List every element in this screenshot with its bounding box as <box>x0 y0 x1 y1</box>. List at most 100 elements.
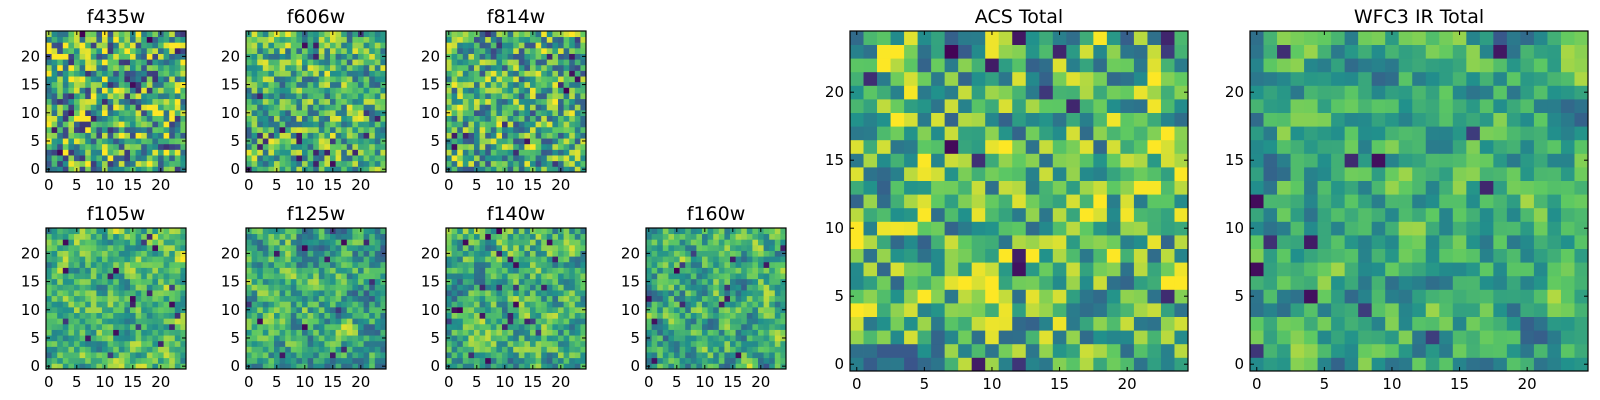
heatmap-cell <box>574 233 581 240</box>
heatmap-cell <box>262 70 269 77</box>
heatmap-cell <box>352 346 359 353</box>
heatmap-cell <box>657 301 664 308</box>
heatmap-cell <box>507 87 514 94</box>
heatmap-cell <box>451 284 458 291</box>
heatmap-cell <box>302 335 308 342</box>
heatmap-cell <box>363 42 370 49</box>
heatmap-cell <box>890 221 905 236</box>
heatmap-cell <box>451 295 458 302</box>
heatmap-cell <box>352 166 359 173</box>
heatmap-cell <box>262 335 269 342</box>
heatmap-cell <box>451 256 458 263</box>
heatmap-cell <box>169 155 176 162</box>
heatmap-cell <box>752 233 759 240</box>
heatmap-cell <box>68 323 75 330</box>
heatmap-cell <box>863 262 878 277</box>
heatmap-cell <box>180 143 187 150</box>
heatmap-cell <box>380 59 387 66</box>
heatmap-cell <box>318 346 325 353</box>
heatmap-cell <box>462 76 469 83</box>
heatmap-cell <box>79 166 86 173</box>
heatmap-cell <box>496 109 503 116</box>
heatmap-cell <box>363 278 370 285</box>
heatmap-cell <box>518 244 525 251</box>
heatmap-cell <box>68 267 75 274</box>
heatmap-cell <box>296 256 303 263</box>
heatmap-cell <box>363 126 370 133</box>
heatmap-cell <box>707 329 714 336</box>
heatmap-cell <box>758 273 764 280</box>
heatmap-cell <box>296 98 303 105</box>
heatmap-cell <box>341 64 348 71</box>
heatmap-cell <box>774 228 781 235</box>
heatmap-cell <box>313 132 320 139</box>
heatmap-cell <box>1093 303 1108 317</box>
heatmap-cell <box>474 267 480 274</box>
heatmap-cell <box>369 250 376 257</box>
heatmap-cell <box>318 115 325 122</box>
heatmap-cell <box>130 352 136 359</box>
heatmap-cell <box>358 273 364 280</box>
heatmap-cell <box>524 301 531 308</box>
heatmap-cell <box>346 109 353 116</box>
heatmap-cell <box>158 155 164 162</box>
heatmap-cell <box>374 284 381 291</box>
heatmap-cell <box>558 295 564 302</box>
heatmap-cell <box>346 352 353 359</box>
heatmap-cell <box>341 261 348 268</box>
heatmap-cell <box>462 318 469 325</box>
heatmap-cell <box>262 104 269 111</box>
heatmap-cell <box>446 352 452 359</box>
heatmap-cell <box>158 115 164 122</box>
heatmap-cell <box>135 47 142 54</box>
heatmap-cell <box>507 64 514 71</box>
heatmap-cell <box>46 329 52 336</box>
heatmap-cell <box>74 87 80 94</box>
heatmap-cell <box>107 42 114 49</box>
heatmap-cell <box>1106 275 1121 290</box>
heatmap-cell <box>702 357 708 364</box>
heatmap-cell <box>524 160 531 167</box>
heatmap-cell <box>502 98 508 105</box>
heatmap-cell <box>507 306 514 313</box>
heatmap-cell <box>113 166 120 173</box>
heatmap-cell <box>863 316 878 331</box>
heatmap-cell <box>490 301 497 308</box>
heatmap-cell <box>485 284 492 291</box>
heatmap-cell <box>262 138 269 145</box>
heatmap-cell <box>46 318 52 325</box>
heatmap-cell <box>474 53 480 60</box>
heatmap-cell <box>904 343 918 358</box>
heatmap-cell <box>369 132 376 139</box>
heatmap-cell <box>535 115 542 122</box>
heatmap-cell <box>563 149 570 156</box>
heatmap-cell <box>313 306 320 313</box>
heatmap-cell <box>758 261 764 268</box>
heatmap-cell <box>352 239 359 246</box>
heatmap-cell <box>502 323 508 330</box>
heatmap-cell <box>313 149 320 156</box>
heatmap-cell <box>146 256 153 263</box>
heatmap-cell <box>324 290 331 297</box>
heatmap-cell <box>535 31 542 38</box>
heatmap-cell <box>530 121 536 128</box>
heatmap-cell <box>346 64 353 71</box>
heatmap-cell <box>51 256 58 263</box>
heatmap-cell <box>313 115 320 122</box>
heatmap-cell <box>569 104 576 111</box>
heatmap-cell <box>74 93 80 100</box>
heatmap-cell <box>79 312 86 319</box>
heatmap-cell <box>251 261 258 268</box>
heatmap-cell <box>780 256 787 263</box>
heatmap-cell <box>268 318 275 325</box>
heatmap-cell <box>690 295 697 302</box>
heatmap-cell <box>246 70 252 77</box>
heatmap-cell <box>651 250 658 257</box>
heatmap-cell <box>1012 303 1027 317</box>
heatmap-cell <box>335 98 342 105</box>
heatmap-cell <box>513 76 520 83</box>
heatmap-cell <box>485 70 492 77</box>
heatmap-cell <box>1025 303 1040 317</box>
heatmap-cell <box>558 59 564 66</box>
heatmap-cell <box>468 267 475 274</box>
